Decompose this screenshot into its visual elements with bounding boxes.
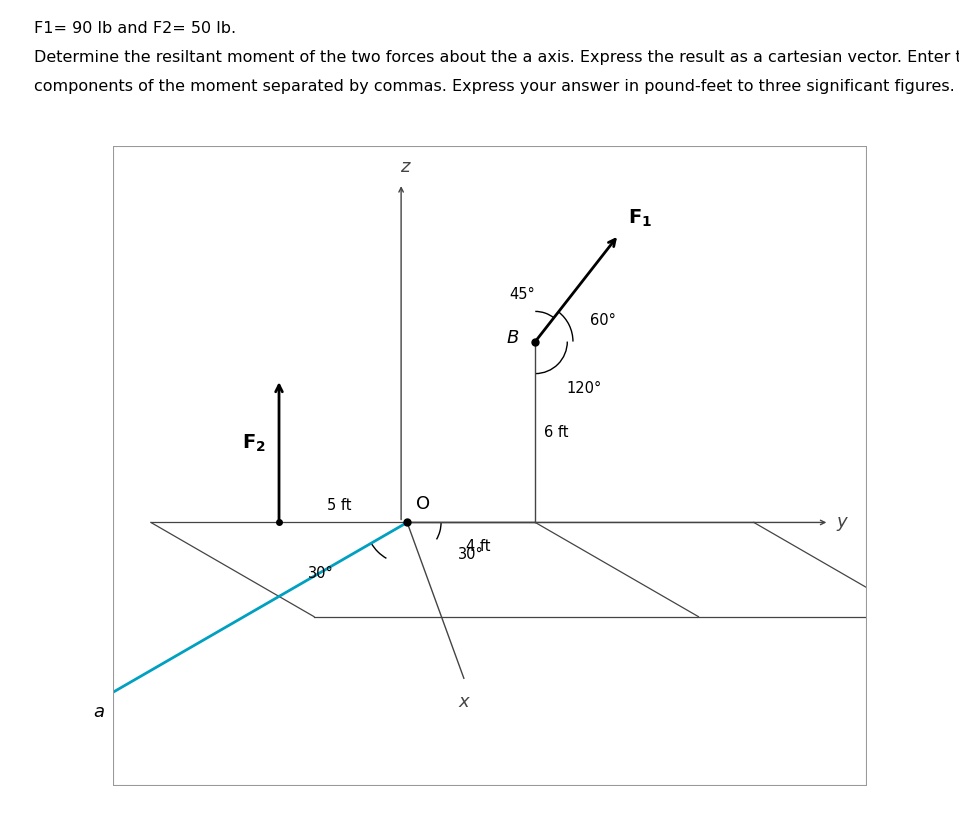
Text: z: z — [400, 158, 409, 176]
Text: a: a — [93, 703, 105, 721]
Text: 30°: 30° — [458, 547, 484, 562]
Text: 45°: 45° — [509, 287, 534, 302]
Text: 60°: 60° — [590, 313, 616, 328]
Text: $\mathbf{F_1}$: $\mathbf{F_1}$ — [628, 207, 652, 229]
Text: B: B — [506, 329, 519, 347]
Text: 4 ft: 4 ft — [466, 539, 491, 554]
Text: $\mathbf{F_2}$: $\mathbf{F_2}$ — [242, 433, 266, 454]
Text: O: O — [416, 495, 431, 513]
Text: 6 ft: 6 ft — [545, 424, 569, 439]
Text: x: x — [458, 693, 469, 711]
Text: 30°: 30° — [308, 566, 334, 582]
Text: F1= 90 lb and F2= 50 lb.: F1= 90 lb and F2= 50 lb. — [34, 21, 236, 36]
Text: y: y — [837, 513, 848, 532]
Text: components of the moment separated by commas. Express your answer in pound-feet : components of the moment separated by co… — [34, 79, 954, 94]
Text: 120°: 120° — [567, 381, 602, 396]
Text: 5 ft: 5 ft — [327, 498, 352, 513]
Text: Determine the resiltant moment of the two forces about the a axis. Express the r: Determine the resiltant moment of the tw… — [34, 50, 959, 65]
